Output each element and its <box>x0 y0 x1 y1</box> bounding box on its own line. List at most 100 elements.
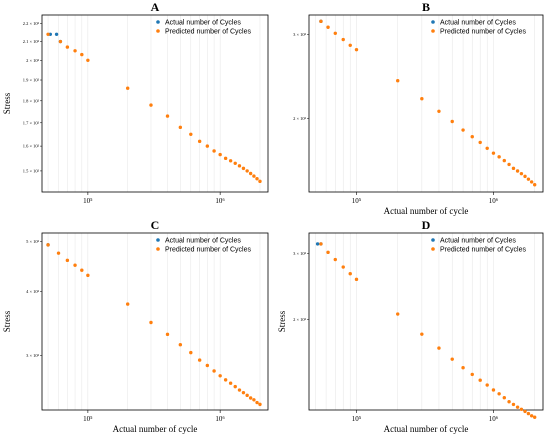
y-tick-label-c: 3 × 10² <box>26 353 40 358</box>
predicted-point-c <box>255 400 259 405</box>
predicted-point-b <box>485 146 489 151</box>
x-tick-label-d: 10⁵ <box>352 415 362 423</box>
y-axis-label-d: Stress <box>277 310 287 332</box>
predicted-point-b <box>491 151 496 155</box>
legend-label-d: Predicted number of Cycles <box>440 246 526 253</box>
predicted-point-c <box>248 396 253 400</box>
legend-label-b: Predicted number of Cycles <box>440 28 526 35</box>
predicted-point-a <box>189 132 193 136</box>
predicted-point-d <box>502 395 507 400</box>
predicted-point-b <box>420 96 424 101</box>
predicted-point-b <box>515 169 520 173</box>
predicted-point-c <box>228 381 233 385</box>
legend-marker-b <box>431 20 435 24</box>
x-axis-label-b: Actual number of cycle <box>384 206 469 216</box>
predicted-point-c <box>237 388 242 392</box>
predicted-point-c <box>223 378 228 382</box>
x-tick-label-d: 10⁶ <box>489 415 499 423</box>
legend-label-c: Predicted number of Cycles <box>165 246 251 253</box>
predicted-point-c <box>189 350 193 355</box>
predicted-point-b <box>532 183 537 187</box>
predicted-point-d <box>354 277 359 282</box>
predicted-point-a <box>258 179 262 184</box>
predicted-point-d <box>478 378 482 382</box>
x-tick-label-a: 10⁶ <box>215 197 225 205</box>
legend-marker-d <box>431 238 435 242</box>
predicted-point-c <box>65 258 70 263</box>
predicted-point-a <box>248 171 253 176</box>
predicted-point-a <box>252 174 256 178</box>
predicted-point-a <box>228 159 233 163</box>
chart-c: C 10⁵ 10⁶ 3 × 10² 4 × 10² 5 × 10² Stress Actual… <box>2 218 269 434</box>
predicted-point-d <box>491 388 496 392</box>
panel-d: D 10⁵ 10⁶ 2 × 10² 3 × 10² Stress Actual number… <box>275 218 550 436</box>
x-axis-label-c: Actual number of cycle <box>113 424 198 434</box>
y-tick-label-a: 1.9 × 10² <box>23 78 40 83</box>
predicted-point-b <box>333 31 337 36</box>
legend-label-a: Actual number of Cycles <box>165 19 241 26</box>
predicted-point-d <box>348 271 352 276</box>
predicted-point-a <box>73 49 77 53</box>
predicted-point-b <box>461 128 465 132</box>
predicted-point-a <box>80 52 84 57</box>
predicted-point-a <box>165 114 170 118</box>
x-tick-label-a: 10⁵ <box>83 197 93 205</box>
predicted-point-b <box>319 19 323 24</box>
legend-marker-c <box>156 247 160 251</box>
predicted-point-c <box>125 302 130 306</box>
actual-point-a <box>54 32 59 36</box>
predicted-point-d <box>470 372 474 377</box>
x-tick-label-c: 10⁶ <box>215 415 225 423</box>
predicted-point-c <box>252 398 256 402</box>
predicted-point-c <box>46 243 50 247</box>
predicted-point-b <box>326 25 330 29</box>
predicted-point-d <box>437 346 441 350</box>
predicted-point-d <box>529 414 534 418</box>
panel-c: C 10⁵ 10⁶ 3 × 10² 4 × 10² 5 × 10² Stress Actual… <box>0 218 275 436</box>
legend-label-b: Actual number of Cycles <box>440 19 516 26</box>
x-tick-label-b: 10⁵ <box>352 197 362 205</box>
predicted-point-a <box>241 166 246 171</box>
chart-d: D 10⁵ 10⁶ 2 × 10² 3 × 10² Stress Actual number… <box>277 218 544 434</box>
predicted-point-c <box>218 374 222 378</box>
panel-a: A 10⁵ 10⁶ 1.5 × 10² 1.6 × 10² 1.7 × 10² 1.8 × … <box>0 0 275 218</box>
predicted-point-d <box>507 399 511 404</box>
x-tick-label-b: 10⁶ <box>489 197 499 205</box>
chart-title-a: A <box>151 0 160 14</box>
predicted-point-c <box>149 320 153 325</box>
legend-label-c: Actual number of Cycles <box>165 237 241 244</box>
legend-marker-d <box>431 247 435 251</box>
predicted-point-b <box>470 135 474 139</box>
chart-b: B 10⁵ 10⁶ 2 × 10² 3 × 10² Actual number of cy… <box>293 0 544 216</box>
predicted-point-d <box>532 415 537 419</box>
predicted-point-a <box>255 176 259 181</box>
y-tick-label-a: 1.5 × 10² <box>23 168 40 173</box>
predicted-point-a <box>46 32 50 36</box>
legend-label-a: Predicted number of Cycles <box>165 28 251 35</box>
predicted-point-a <box>205 144 210 148</box>
x-axis-label-d: Actual number of cycle <box>384 424 469 434</box>
predicted-point-a <box>218 152 222 157</box>
predicted-point-c <box>80 268 84 272</box>
predicted-point-b <box>507 162 511 167</box>
predicted-point-a <box>223 156 228 161</box>
predicted-point-d <box>319 242 323 246</box>
predicted-point-c <box>73 263 77 267</box>
plot-frame-d <box>308 232 544 411</box>
predicted-point-b <box>519 171 524 176</box>
predicted-point-b <box>529 180 534 184</box>
y-tick-label-a: 1.8 × 10² <box>23 98 40 103</box>
legend-marker-a <box>156 29 160 33</box>
y-tick-label-d: 2 × 10² <box>293 317 307 322</box>
plot-frame-c <box>41 232 269 411</box>
predicted-point-c <box>165 332 170 337</box>
legend-marker-b <box>431 29 435 33</box>
predicted-point-b <box>450 119 454 124</box>
predicted-point-a <box>58 39 63 44</box>
y-axis-label-c: Stress <box>2 310 12 332</box>
y-tick-label-a: 2.2 × 10² <box>23 21 40 26</box>
predicted-point-b <box>341 37 345 42</box>
chart-title-d: D <box>422 218 431 232</box>
predicted-point-c <box>178 343 183 347</box>
predicted-point-b <box>523 174 527 179</box>
